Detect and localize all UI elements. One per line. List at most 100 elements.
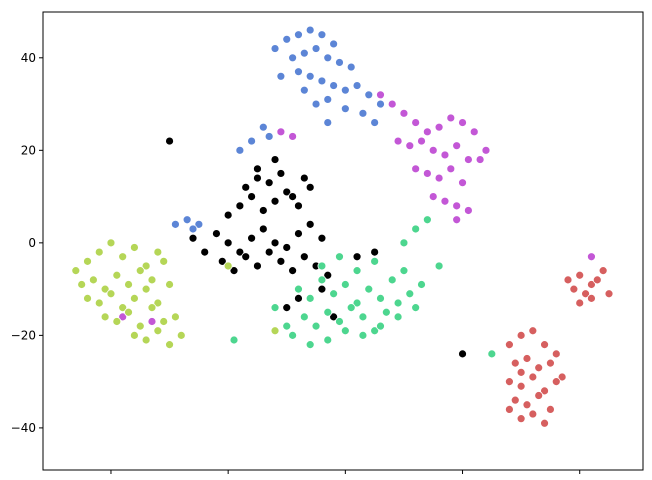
y-tick-label: 20 <box>21 143 36 157</box>
scatter-point <box>147 275 157 285</box>
scatter-point <box>165 280 174 289</box>
scatter-point <box>124 307 133 317</box>
scatter-point <box>422 215 432 225</box>
scatter-point <box>294 67 303 77</box>
scatter-point <box>118 252 128 262</box>
scatter-point <box>317 261 327 271</box>
scatter-point <box>141 284 151 294</box>
scatter-point <box>346 303 356 313</box>
scatter-point <box>130 243 139 252</box>
scatter-point <box>551 377 561 387</box>
scatter-point <box>299 48 309 58</box>
scatter-point <box>587 252 596 262</box>
scatter-point <box>276 71 286 81</box>
scatter-point <box>370 256 380 266</box>
scatter-point <box>171 219 180 229</box>
y-tick-label: 0 <box>28 236 36 250</box>
scatter-point <box>422 169 432 178</box>
scatter-point <box>335 317 344 326</box>
scatter-point <box>434 173 444 183</box>
scatter-point <box>516 414 526 424</box>
scatter-point <box>575 270 585 280</box>
scatter-point <box>194 219 204 229</box>
scatter-point <box>569 284 579 294</box>
scatter-point <box>534 391 544 400</box>
scatter-point <box>481 145 491 155</box>
scatter-point <box>458 118 467 127</box>
scatter-point <box>294 30 303 40</box>
scatter-point <box>581 289 590 299</box>
scatter-point <box>200 247 210 257</box>
scatter-point <box>370 247 380 257</box>
scatter-point <box>510 395 520 405</box>
scatter-point <box>411 118 421 127</box>
scatter-point <box>446 113 456 123</box>
scatter-point <box>165 136 174 146</box>
scatter-point <box>469 127 479 137</box>
scatter-point <box>323 335 333 345</box>
scatter-point <box>282 243 292 252</box>
scatter-point <box>299 312 309 322</box>
scatter-point <box>411 164 421 174</box>
scatter-point <box>130 293 139 303</box>
scatter-point <box>106 289 116 299</box>
scatter-point <box>358 330 368 340</box>
scatter-point <box>311 44 321 53</box>
scatter-point <box>100 312 110 322</box>
scatter-point <box>452 215 462 225</box>
scatter-point <box>282 303 292 313</box>
scatter-point <box>258 224 268 234</box>
scatter-point <box>522 400 532 410</box>
plot-frame <box>42 11 644 471</box>
scatter-point <box>282 34 292 44</box>
scatter-point <box>135 321 145 331</box>
scatter-point <box>323 118 333 127</box>
scatter-point <box>141 261 151 271</box>
scatter-point <box>487 349 497 359</box>
scatter-point <box>452 201 462 211</box>
scatter-point <box>258 122 268 132</box>
scatter-point <box>153 247 163 257</box>
scatter-point <box>376 90 385 100</box>
scatter-point <box>311 321 321 331</box>
scatter-point <box>159 317 169 326</box>
scatter-point <box>305 71 315 81</box>
scatter-point <box>100 284 110 294</box>
scatter-point <box>159 256 169 266</box>
scatter-point <box>171 312 180 322</box>
scatter-point <box>176 330 186 340</box>
scatter-point <box>446 164 456 174</box>
scatter-point <box>434 122 444 132</box>
scatter-point <box>247 233 256 243</box>
scatter-point <box>463 206 473 215</box>
scatter-point <box>434 261 444 271</box>
scatter-point <box>241 182 251 192</box>
scatter-point <box>299 252 309 262</box>
scatter-point <box>516 381 526 391</box>
scatter-point <box>323 53 333 63</box>
scatter-point <box>165 340 174 350</box>
scatter-point <box>458 178 467 188</box>
scatter-point <box>352 298 362 308</box>
scatter-point <box>147 303 157 313</box>
scatter-point <box>294 284 303 294</box>
scatter-point <box>376 321 385 331</box>
scatter-point <box>305 182 315 192</box>
scatter-point <box>592 275 602 285</box>
scatter-point <box>323 307 333 317</box>
scatter-point <box>340 104 350 114</box>
scatter-point <box>188 233 198 243</box>
scatter-point <box>329 81 339 90</box>
scatter-point <box>83 293 92 303</box>
scatter-point <box>393 298 403 308</box>
scatter-point <box>270 44 280 53</box>
scatter-point <box>294 229 303 238</box>
scatter-point <box>317 284 327 294</box>
scatter-point <box>135 266 145 276</box>
scatter-point <box>124 280 133 289</box>
scatter-point <box>534 363 544 373</box>
scatter-point <box>299 173 309 183</box>
scatter-point <box>440 150 450 160</box>
scatter-point <box>551 349 561 359</box>
scatter-point <box>270 155 280 164</box>
